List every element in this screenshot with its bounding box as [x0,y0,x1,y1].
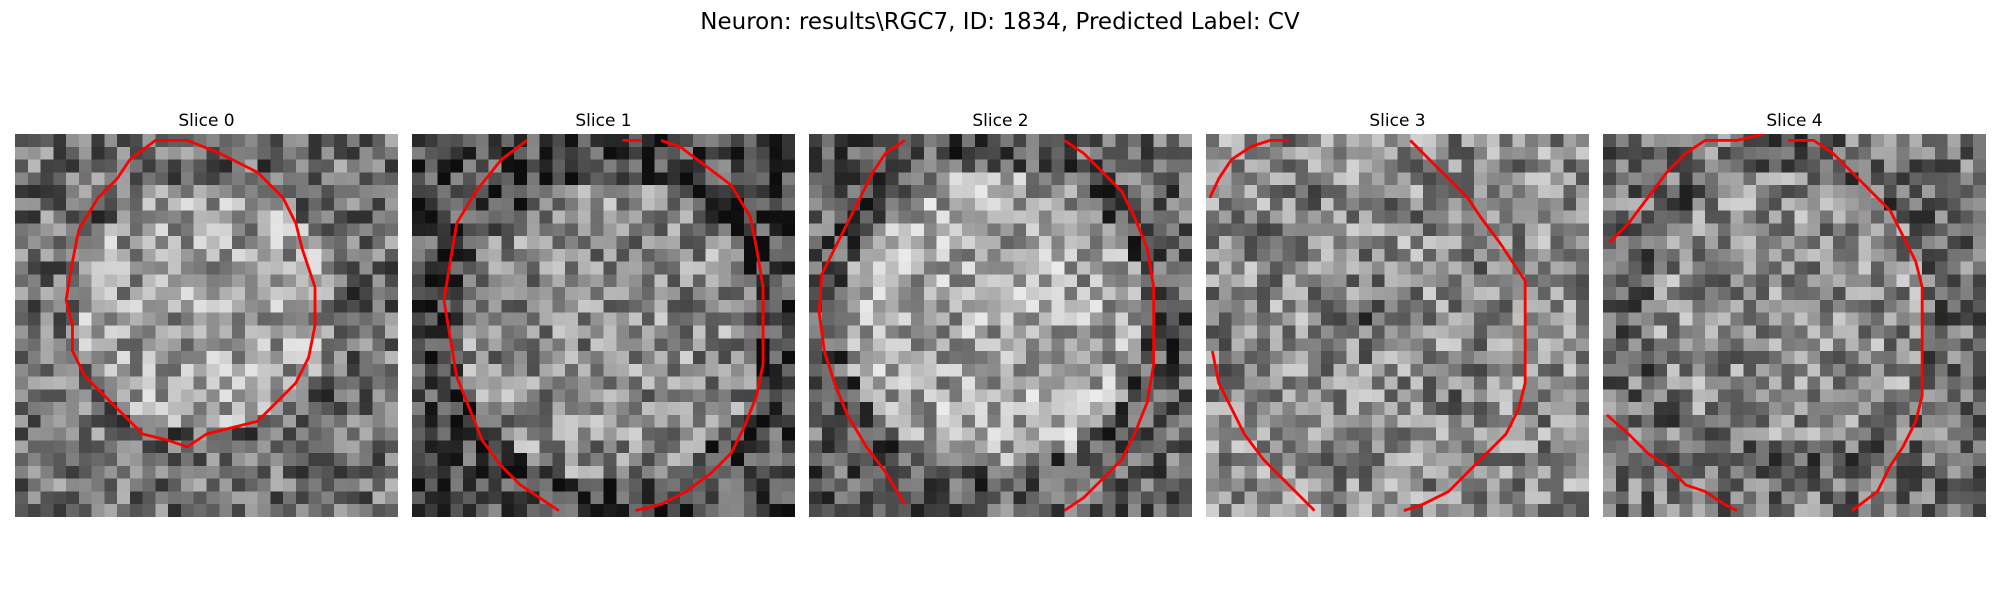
slice-image-0 [15,134,398,517]
red-contour-line [1211,350,1316,512]
slice-image-4 [1603,134,1986,517]
slice-title-2: Slice 2 [972,111,1029,131]
slice-image-3 [1206,134,1589,517]
slice-title-0: Slice 0 [178,111,235,131]
slice-image-2 [809,134,1192,517]
red-contour-line [1605,413,1738,512]
slice-title-1: Slice 1 [575,111,632,131]
red-contour-line [635,139,765,512]
pixel-grid [15,134,398,517]
red-contour-line [817,139,906,505]
red-contour-line [64,138,317,449]
slice-image-1-pixels [412,134,795,517]
slice-image-3-pixels [1206,134,1589,517]
slice-panel-0: Slice 0 [15,108,398,517]
slice-title-4: Slice 4 [1766,111,1823,131]
red-contour-line [442,139,560,512]
red-contour-line [1608,134,1763,244]
pixel-grid [1206,134,1589,517]
slice-panel-4: Slice 4 [1603,108,1986,517]
red-contour-line [1063,139,1156,512]
slice-image-4-pixels [1603,134,1986,517]
pixel-grid [809,134,1192,517]
slice-image-0-pixels [15,134,398,517]
slice-panel-3: Slice 3 [1206,108,1589,517]
red-contour-line [1403,139,1527,512]
red-contour-line [1788,138,1924,512]
slice-image-1 [412,134,795,517]
red-contour-line [1208,138,1289,199]
pixel-grid [412,134,795,517]
pixel-grid [1603,134,1986,517]
figure-title: Neuron: results\RGC7, ID: 1834, Predicte… [700,9,1300,35]
slice-panel-1: Slice 1 [412,108,795,517]
slice-image-2-pixels [809,134,1192,517]
slice-title-3: Slice 3 [1369,111,1426,131]
slice-panel-2: Slice 2 [809,108,1192,517]
